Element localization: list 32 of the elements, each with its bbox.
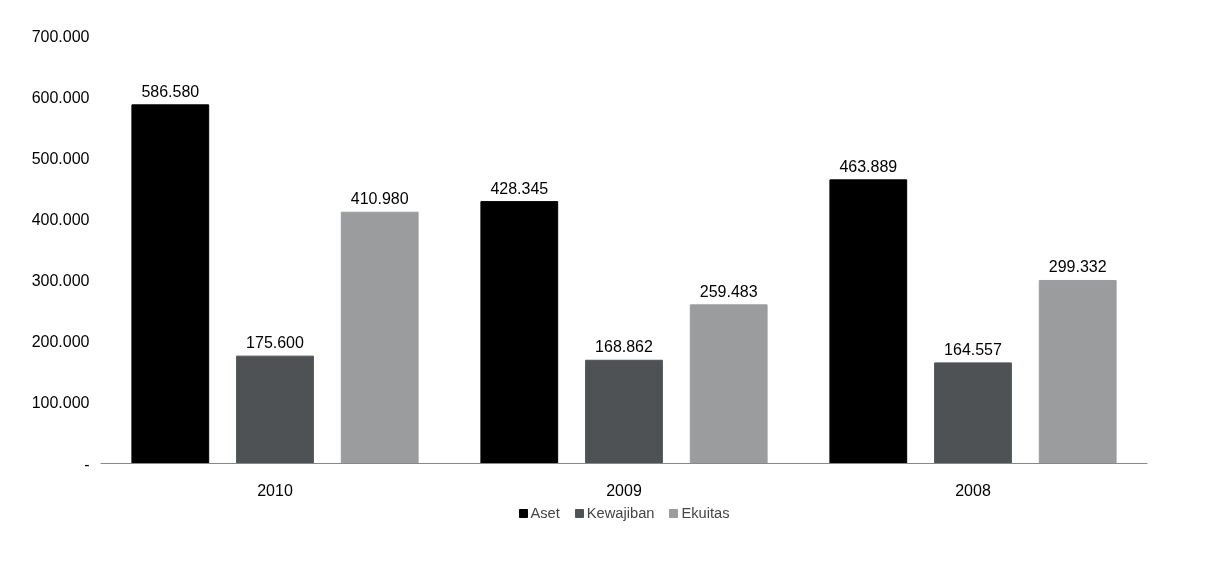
bar bbox=[340, 211, 419, 464]
y-tick-label: 600.000 bbox=[31, 88, 90, 106]
bar bbox=[585, 359, 663, 464]
data-label: 463.889 bbox=[839, 157, 898, 175]
legend-label: Ekuitas bbox=[681, 505, 730, 521]
data-label: 175.600 bbox=[246, 334, 305, 352]
x-tick-label: 2008 bbox=[955, 481, 991, 499]
bar bbox=[480, 201, 559, 464]
y-tick-label: 400.000 bbox=[31, 210, 90, 228]
bar bbox=[236, 355, 314, 464]
legend-label: Kewajiban bbox=[586, 505, 655, 521]
data-label: 586.580 bbox=[141, 82, 200, 100]
bar bbox=[689, 304, 768, 464]
x-tick-label: 2009 bbox=[606, 481, 642, 499]
bar bbox=[131, 104, 210, 464]
bar bbox=[934, 362, 1012, 464]
y-tick-label: 500.000 bbox=[31, 149, 90, 167]
data-label: 259.483 bbox=[699, 282, 758, 300]
data-label: 410.980 bbox=[350, 190, 409, 208]
y-tick-label: 200.000 bbox=[31, 333, 90, 351]
data-label: 299.332 bbox=[1048, 258, 1107, 276]
y-tick-label: 300.000 bbox=[31, 272, 90, 290]
y-tick-label: 100.000 bbox=[31, 394, 90, 412]
x-tick-label: 2010 bbox=[257, 481, 293, 499]
y-tick-label: - bbox=[84, 455, 90, 473]
legend-label: Aset bbox=[530, 505, 560, 521]
data-label: 168.862 bbox=[595, 338, 654, 356]
bar bbox=[829, 179, 908, 464]
data-label: 428.345 bbox=[490, 179, 549, 197]
bar bbox=[1038, 279, 1117, 464]
data-label: 164.557 bbox=[944, 340, 1003, 358]
y-tick-label: 700.000 bbox=[31, 27, 90, 45]
